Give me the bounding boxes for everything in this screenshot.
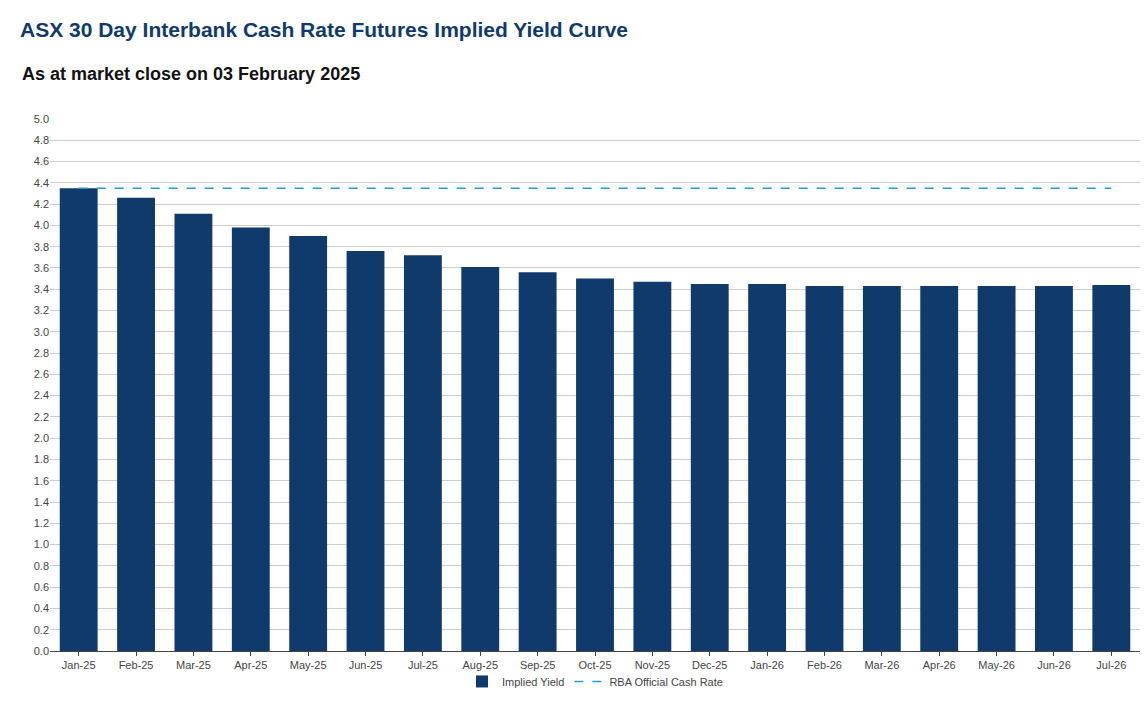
svg-text:Implied Yield: Implied Yield xyxy=(502,676,564,688)
svg-text:Apr-25: Apr-25 xyxy=(234,659,267,671)
svg-text:1.8: 1.8 xyxy=(34,453,49,465)
svg-text:1.6: 1.6 xyxy=(34,475,49,487)
svg-text:0.4: 0.4 xyxy=(34,602,49,614)
svg-text:5.0: 5.0 xyxy=(34,113,49,125)
svg-text:Jun-25: Jun-25 xyxy=(349,659,383,671)
svg-text:Aug-25: Aug-25 xyxy=(463,659,498,671)
svg-text:3.6: 3.6 xyxy=(34,262,49,274)
svg-text:1.4: 1.4 xyxy=(34,496,49,508)
svg-text:4.0: 4.0 xyxy=(34,219,49,231)
svg-text:As at market close on 03 Febru: As at market close on 03 February 2025 xyxy=(22,64,360,84)
svg-text:3.2: 3.2 xyxy=(34,304,49,316)
svg-text:Feb-25: Feb-25 xyxy=(119,659,154,671)
svg-text:4.6: 4.6 xyxy=(34,155,49,167)
svg-text:0.2: 0.2 xyxy=(34,624,49,636)
svg-text:Nov-25: Nov-25 xyxy=(635,659,670,671)
svg-text:2.0: 2.0 xyxy=(34,432,49,444)
svg-text:4.8: 4.8 xyxy=(34,134,49,146)
svg-text:Feb-26: Feb-26 xyxy=(807,659,842,671)
svg-text:ASX 30 Day Interbank Cash Rate: ASX 30 Day Interbank Cash Rate Futures I… xyxy=(20,18,628,41)
svg-text:3.8: 3.8 xyxy=(34,241,49,253)
svg-text:Sep-25: Sep-25 xyxy=(520,659,555,671)
svg-text:Dec-25: Dec-25 xyxy=(692,659,727,671)
svg-text:Jun-26: Jun-26 xyxy=(1037,659,1071,671)
svg-text:2.2: 2.2 xyxy=(34,411,49,423)
svg-text:1.0: 1.0 xyxy=(34,538,49,550)
svg-text:May-26: May-26 xyxy=(978,659,1015,671)
svg-text:2.4: 2.4 xyxy=(34,389,49,401)
svg-text:Jan-25: Jan-25 xyxy=(62,659,96,671)
svg-text:0.8: 0.8 xyxy=(34,560,49,572)
svg-text:4.4: 4.4 xyxy=(34,177,49,189)
svg-text:2.6: 2.6 xyxy=(34,368,49,380)
svg-text:2.8: 2.8 xyxy=(34,347,49,359)
svg-text:May-25: May-25 xyxy=(290,659,327,671)
svg-text:0.6: 0.6 xyxy=(34,581,49,593)
svg-text:3.4: 3.4 xyxy=(34,283,49,295)
svg-text:Mar-25: Mar-25 xyxy=(176,659,211,671)
svg-text:Jan-26: Jan-26 xyxy=(750,659,784,671)
svg-text:Oct-25: Oct-25 xyxy=(578,659,611,671)
svg-text:1.2: 1.2 xyxy=(34,517,49,529)
svg-text:Mar-26: Mar-26 xyxy=(864,659,899,671)
svg-text:Jul-26: Jul-26 xyxy=(1096,659,1126,671)
svg-text:0.0: 0.0 xyxy=(34,645,49,657)
svg-text:Jul-25: Jul-25 xyxy=(408,659,438,671)
svg-text:4.2: 4.2 xyxy=(34,198,49,210)
svg-text:RBA Official Cash Rate: RBA Official Cash Rate xyxy=(609,676,723,688)
svg-text:3.0: 3.0 xyxy=(34,326,49,338)
svg-text:Apr-26: Apr-26 xyxy=(923,659,956,671)
